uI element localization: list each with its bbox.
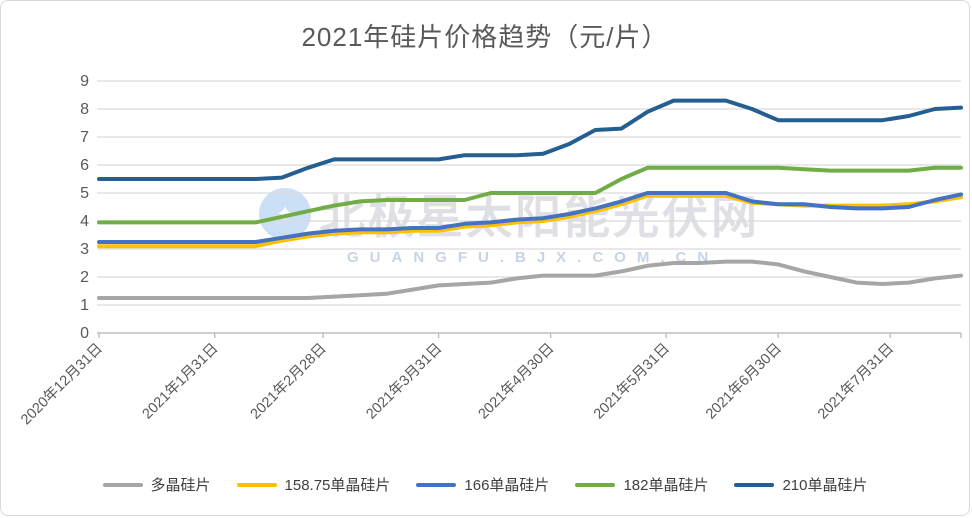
x-tick-label-2: 2021年2月28日 — [247, 340, 330, 423]
y-tick-label-4: 4 — [80, 213, 89, 230]
legend-swatch-icon — [575, 482, 616, 487]
legend-label: 166单晶硅片 — [464, 477, 550, 494]
legend-label: 多晶硅片 — [150, 477, 211, 494]
y-tick-label-9: 9 — [80, 73, 89, 90]
legend-label: 158.75单晶硅片 — [284, 477, 391, 494]
x-tick-label-0: 2020年12月31日 — [17, 340, 105, 428]
watermark-url: GUANGFU.BJX.COM.CN — [347, 249, 720, 266]
legend-item-4: 210单晶硅片 — [734, 474, 868, 495]
x-tick-label-1: 2021年1月31日 — [139, 340, 222, 423]
x-tick-label-3: 2021年3月31日 — [363, 340, 446, 423]
legend-label: 182单晶硅片 — [623, 477, 709, 494]
price-trend-chart: 0 1 2 3 4 5 6 7 8 9 2020年12月31日 2021年1月31日 2021年2月28… — [17, 73, 963, 428]
series-line-2 — [97, 191, 963, 244]
legend-item-2: 166单晶硅片 — [416, 474, 549, 495]
y-tick-label-6: 6 — [80, 157, 89, 174]
y-tick-label-5: 5 — [80, 185, 89, 202]
x-tick-label-5: 2021年5月31日 — [590, 340, 673, 423]
chart-title: 2021年硅片价格趋势（元/片） — [301, 22, 669, 52]
x-tick-label-6: 2021年6月30日 — [702, 340, 785, 423]
y-tick-label-1: 1 — [80, 297, 89, 314]
series-line-4 — [97, 98, 963, 181]
series-line-3 — [97, 165, 963, 225]
y-tick-label-2: 2 — [80, 269, 89, 286]
legend-label: 210单晶硅片 — [782, 477, 868, 494]
legend-item-3: 182单晶硅片 — [575, 474, 708, 495]
legend: 多晶硅片 158.75单晶硅片 166单晶硅片 182单晶硅片 210单晶硅片 — [1, 474, 969, 495]
x-tick-label-7: 2021年7月31日 — [814, 340, 897, 423]
y-tick-label-0: 0 — [80, 325, 89, 342]
legend-swatch-icon — [102, 482, 143, 487]
legend-item-1: 158.75单晶硅片 — [236, 474, 391, 495]
legend-swatch-icon — [236, 482, 277, 487]
legend-item-0: 多晶硅片 — [102, 474, 211, 495]
y-tick-label-7: 7 — [80, 129, 89, 146]
y-tick-label-3: 3 — [80, 241, 89, 258]
series-line-0 — [97, 259, 963, 300]
legend-swatch-icon — [734, 482, 775, 487]
legend-swatch-icon — [416, 482, 457, 487]
y-tick-label-8: 8 — [80, 101, 89, 118]
x-tick-label-4: 2021年4月30日 — [475, 340, 558, 423]
